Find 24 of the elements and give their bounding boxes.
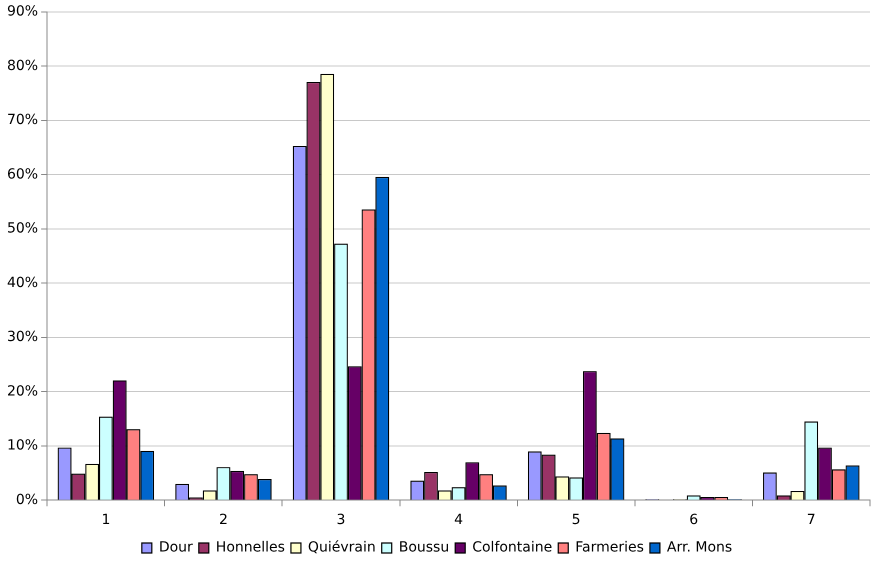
x-tick-label: 6 bbox=[689, 512, 698, 528]
x-tick-label: 7 bbox=[806, 512, 816, 528]
y-tick-label: 90% bbox=[6, 4, 38, 20]
legend-label: Honnelles bbox=[216, 540, 285, 556]
legend-label: Dour bbox=[158, 540, 194, 556]
legend-label: Arr. Mons bbox=[666, 540, 732, 556]
y-tick-label: 10% bbox=[6, 438, 38, 454]
legend-label: Boussu bbox=[398, 540, 450, 556]
legend-label: Farmeries bbox=[575, 540, 644, 556]
y-tick-label: 40% bbox=[6, 274, 38, 291]
legend-label: Colfontaine bbox=[472, 540, 552, 556]
y-tick-label: 20% bbox=[6, 383, 38, 400]
y-tick-label: 0% bbox=[16, 492, 38, 508]
x-tick-label: 4 bbox=[454, 512, 464, 528]
y-tick-label: 60% bbox=[6, 166, 38, 182]
x-tick-label: 5 bbox=[572, 512, 581, 528]
x-tick-label: 2 bbox=[218, 512, 228, 528]
x-tick-label: 1 bbox=[101, 512, 110, 528]
y-tick-label: 70% bbox=[6, 112, 38, 128]
y-tick-label: 80% bbox=[6, 58, 38, 74]
y-tick-label: 30% bbox=[6, 329, 38, 346]
legend-label: Quiévrain bbox=[308, 540, 376, 556]
x-tick-label: 3 bbox=[336, 512, 346, 528]
y-tick-label: 50% bbox=[6, 220, 38, 237]
